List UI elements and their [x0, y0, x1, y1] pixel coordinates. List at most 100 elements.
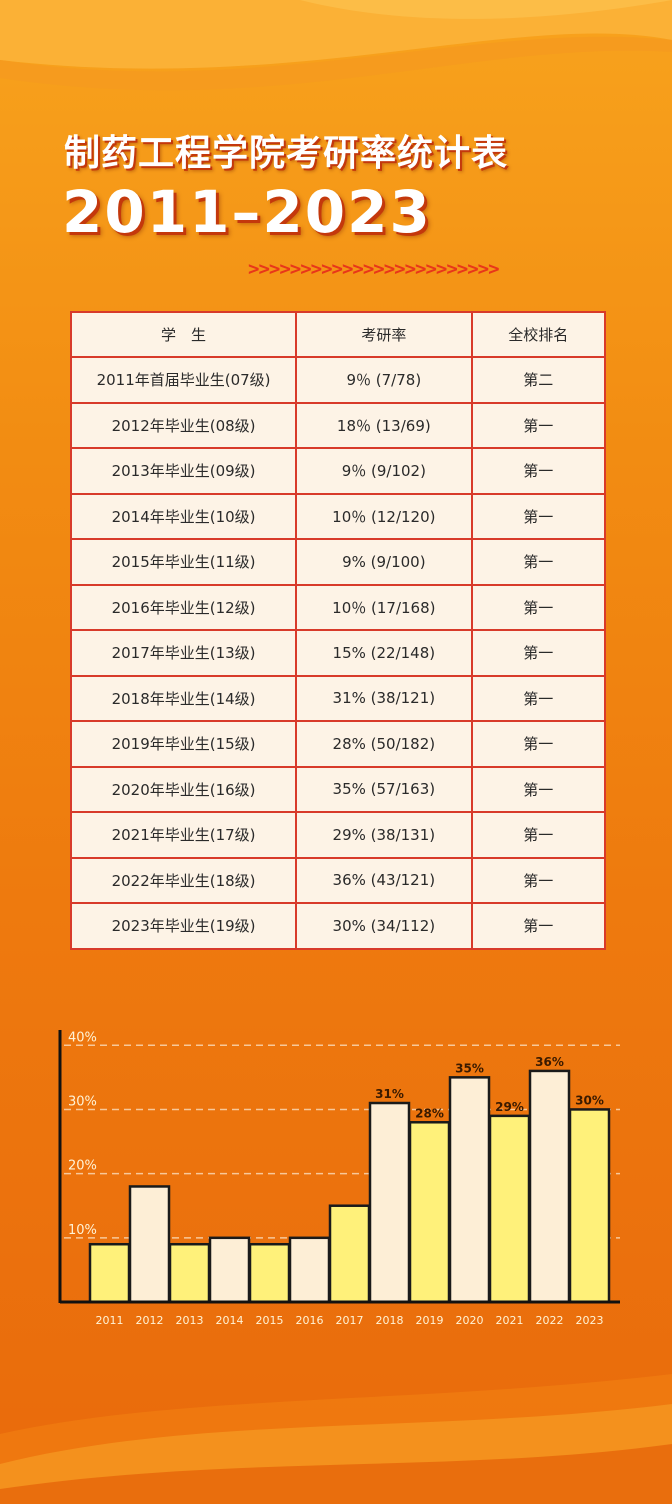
cell-rank: 第一: [470, 447, 607, 495]
x-tick-label: 2014: [216, 1314, 244, 1327]
table-row: 2013年毕业生(09级) 9％ (9/102) 第一: [69, 447, 607, 495]
x-tick-label: 2016: [296, 1314, 324, 1327]
table-row: 2017年毕业生(13级) 15% (22/148) 第一: [69, 629, 607, 677]
header-student: 学 生: [69, 311, 298, 358]
cell-rate: 9% (9/100): [295, 538, 473, 586]
cell-rate: 35% (57/163): [295, 765, 473, 813]
cell-student: 2021年毕业生(17级): [69, 811, 298, 859]
cell-rank: 第一: [470, 492, 607, 540]
table-header-row: 学 生 考研率 全校排名: [69, 311, 607, 358]
table-row: 2012年毕业生(08级) 18％ (13/69) 第一: [69, 401, 607, 449]
data-label: 29%: [495, 1100, 524, 1114]
bar-2019: [408, 1121, 451, 1304]
table-row: 2011年首届毕业生(07级) 9％ (7/78) 第二: [69, 356, 607, 404]
header-rate: 考研率: [295, 311, 473, 358]
cell-student: 2014年毕业生(10级): [69, 492, 298, 540]
cell-rank: 第一: [470, 902, 607, 950]
x-tick-label: 2011: [96, 1314, 124, 1327]
cell-rank: 第一: [470, 811, 607, 859]
cell-rate: 28% (50/182): [295, 720, 473, 768]
table-row: 2018年毕业生(14级) 31% (38/121) 第一: [69, 674, 607, 722]
data-label: 28%: [415, 1106, 444, 1120]
stats-table: 学 生 考研率 全校排名 2011年首届毕业生(07级) 9％ (7/78) 第二 2…: [69, 311, 607, 950]
data-label: 35%: [455, 1061, 484, 1075]
cell-student: 2013年毕业生(09级): [69, 447, 298, 495]
cell-student: 2023年毕业生(19级): [69, 902, 298, 950]
cell-rank: 第一: [470, 720, 607, 768]
x-tick-label: 2019: [416, 1314, 444, 1327]
cell-rate: 31% (38/121): [295, 674, 473, 722]
x-tick-label: 2022: [536, 1314, 564, 1327]
bar-2017: [328, 1204, 371, 1304]
cell-student: 2017年毕业生(13级): [69, 629, 298, 677]
cell-student: 2018年毕业生(14级): [69, 674, 298, 722]
x-tick-label: 2021: [496, 1314, 524, 1327]
bar-2022: [528, 1069, 571, 1304]
cell-student: 2012年毕业生(08级): [69, 401, 298, 449]
cell-rate: 9％ (7/78): [295, 356, 473, 404]
cell-student: 2016年毕业生(12级): [69, 583, 298, 631]
y-tick-label: 10%: [68, 1223, 97, 1238]
cell-rate: 36% (43/121): [295, 856, 473, 904]
bar-2014: [208, 1236, 251, 1304]
x-tick-label: 2017: [336, 1314, 364, 1327]
cell-rate: 18％ (13/69): [295, 401, 473, 449]
bar-2016: [288, 1236, 331, 1304]
bar-2015: [248, 1242, 291, 1304]
cell-rate: 10％ (12/120): [295, 492, 473, 540]
x-tick-label: 2012: [136, 1314, 164, 1327]
cell-rank: 第一: [470, 401, 607, 449]
cell-rank: 第一: [470, 629, 607, 677]
x-tick-label: 2020: [456, 1314, 484, 1327]
header-rank: 全校排名: [470, 311, 607, 358]
cell-rank: 第一: [470, 583, 607, 631]
cell-rate: 10％ (17/168): [295, 583, 473, 631]
top-wave-decoration: [0, 0, 672, 91]
y-tick-label: 40%: [68, 1030, 97, 1045]
cell-rate: 15% (22/148): [295, 629, 473, 677]
data-label: 36%: [535, 1055, 564, 1069]
bar-2021: [488, 1114, 531, 1304]
year-range-title: 2011–2023: [62, 178, 432, 246]
table-row: 2019年毕业生(15级) 28% (50/182) 第一: [69, 720, 607, 768]
data-label: 31%: [375, 1087, 404, 1101]
bar-2013: [168, 1242, 211, 1304]
cell-student: 2022年毕业生(18级): [69, 856, 298, 904]
y-tick-label: 20%: [68, 1159, 97, 1174]
cell-rank: 第二: [470, 356, 607, 404]
table-row: 2014年毕业生(10级) 10％ (12/120) 第一: [69, 492, 607, 540]
cell-rate: 29% (38/131): [295, 811, 473, 859]
cell-student: 2020年毕业生(16级): [69, 765, 298, 813]
bar-2011: [88, 1242, 131, 1304]
cell-rank: 第一: [470, 674, 607, 722]
bar-2020: [448, 1076, 491, 1304]
table-row: 2022年毕业生(18级) 36% (43/121) 第一: [69, 856, 607, 904]
arrow-decoration: >>>>>>>>>>>>>>>>>>>>>>>>: [248, 258, 500, 280]
cell-rate: 9％ (9/102): [295, 447, 473, 495]
table-row: 2020年毕业生(16级) 35% (57/163) 第一: [69, 765, 607, 813]
table-row: 2023年毕业生(19级) 30% (34/112) 第一: [69, 902, 607, 950]
cell-rank: 第一: [470, 856, 607, 904]
data-label: 30%: [575, 1093, 604, 1107]
cell-student: 2015年毕业生(11级): [69, 538, 298, 586]
bar-2018: [368, 1101, 411, 1304]
table-body: 2011年首届毕业生(07级) 9％ (7/78) 第二 2012年毕业生(08级) 1…: [69, 356, 607, 950]
x-tick-label: 2018: [376, 1314, 404, 1327]
cell-student: 2011年首届毕业生(07级): [69, 356, 298, 404]
table-row: 2021年毕业生(17级) 29% (38/131) 第一: [69, 811, 607, 859]
bottom-wave-decoration: [0, 1374, 672, 1504]
cell-student: 2019年毕业生(15级): [69, 720, 298, 768]
x-tick-label: 2015: [256, 1314, 284, 1327]
cell-rate: 30% (34/112): [295, 902, 473, 950]
y-tick-label: 30%: [68, 1094, 97, 1109]
table-row: 2015年毕业生(11级) 9% (9/100) 第一: [69, 538, 607, 586]
cell-rank: 第一: [470, 538, 607, 586]
bar-2023: [568, 1108, 611, 1304]
page-title: 制药工程学院考研率统计表: [64, 133, 509, 174]
x-tick-label: 2023: [576, 1314, 604, 1327]
rate-bar-chart: 10% 20% 30% 40% 2011 2012 2013 2014 2015 2016 2017…: [58, 1030, 620, 1327]
cell-rank: 第一: [470, 765, 607, 813]
x-tick-label: 2013: [176, 1314, 204, 1327]
bar-2012: [128, 1185, 171, 1304]
table-row: 2016年毕业生(12级) 10％ (17/168) 第一: [69, 583, 607, 631]
